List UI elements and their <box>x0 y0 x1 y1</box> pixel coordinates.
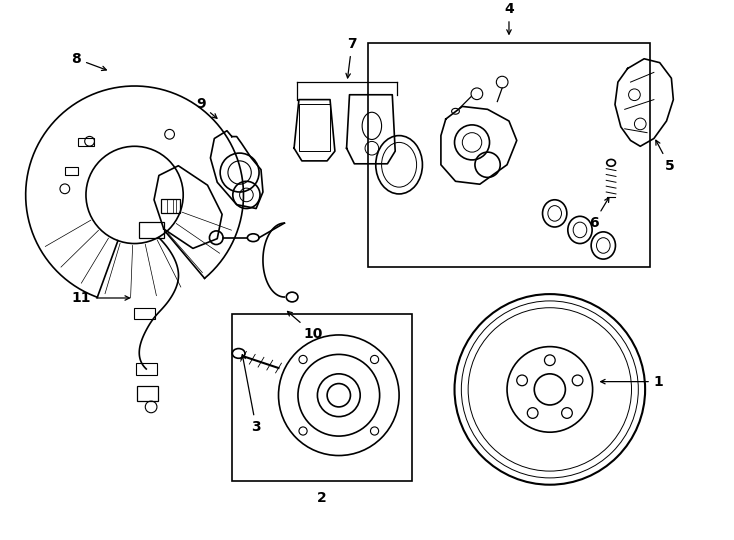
Bar <box>368 43 650 267</box>
Text: 7: 7 <box>346 37 357 78</box>
Bar <box>161 199 181 213</box>
Text: 10: 10 <box>288 312 323 341</box>
Bar <box>139 222 164 238</box>
Text: 8: 8 <box>71 52 106 71</box>
Bar <box>232 314 412 481</box>
Text: 2: 2 <box>317 491 327 505</box>
Bar <box>134 308 155 319</box>
Text: 1: 1 <box>600 375 664 389</box>
Bar <box>79 138 94 146</box>
Text: 4: 4 <box>504 2 514 34</box>
Bar <box>65 167 79 176</box>
Text: 5: 5 <box>656 140 675 173</box>
Text: 9: 9 <box>196 98 217 118</box>
Bar <box>299 104 330 151</box>
Text: 6: 6 <box>589 198 609 230</box>
Text: 11: 11 <box>71 291 129 305</box>
Text: 3: 3 <box>241 355 261 434</box>
Bar <box>137 387 158 401</box>
Bar <box>136 363 157 375</box>
